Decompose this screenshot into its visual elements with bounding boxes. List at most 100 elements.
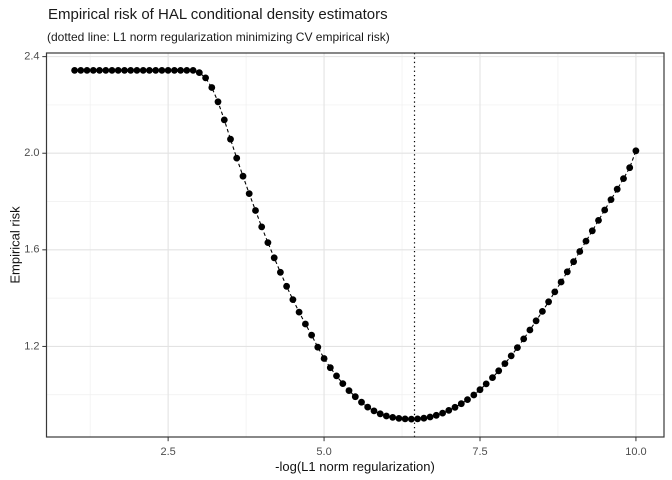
data-point [96,67,103,74]
data-point [152,67,160,74]
data-point [302,320,309,328]
data-point [164,67,172,74]
data-point [545,298,552,306]
data-point [146,67,153,74]
data-point [414,415,421,423]
data-point [208,84,216,91]
data-point [127,67,135,74]
y-tick-label: 2.0 [24,147,39,159]
data-point [576,248,584,255]
data-point [345,387,353,394]
data-point [401,415,409,423]
data-point [264,239,272,247]
data-point [83,67,91,74]
data-point [395,415,403,422]
data-point [89,67,97,74]
panel-background [46,53,664,437]
data-point [601,206,609,214]
data-point [258,223,266,231]
data-point [358,398,365,406]
data-point [239,172,247,180]
data-point [507,352,515,360]
data-point [121,67,128,74]
data-point [464,396,471,403]
data-point [320,355,328,362]
x-tick-label: 7.5 [472,446,487,458]
data-point [501,360,509,367]
data-point [632,147,640,155]
data-point [539,308,546,315]
data-point [383,412,390,420]
data-point [283,282,290,290]
data-point [233,154,241,162]
data-point [470,391,478,399]
data-point [489,374,496,381]
x-tick-label: 10.0 [625,446,646,458]
y-tick-label: 1.2 [24,340,39,352]
data-points [71,67,640,423]
data-point [220,116,228,124]
data-point [457,400,465,408]
chart-subtitle: (dotted line: L1 norm regularization min… [47,30,390,44]
data-point [314,343,322,351]
data-point [408,415,415,423]
data-point [308,331,315,339]
data-point [520,335,528,343]
data-point [177,67,185,74]
data-point [364,403,372,411]
data-point [214,98,222,106]
data-point [451,403,459,411]
data-point [227,135,234,143]
y-tick-label: 2.4 [24,51,39,63]
data-point [133,67,141,74]
y-tick-label: 1.6 [24,244,39,256]
data-point [171,67,178,74]
data-point [620,175,627,183]
x-tick-label: 5.0 [316,446,331,458]
data-point [570,258,577,266]
data-point [445,407,453,414]
data-point [326,364,334,372]
data-point [270,254,278,262]
data-point [626,164,634,172]
data-point [102,67,110,74]
data-point [607,196,615,204]
data-point [139,67,147,74]
data-point [252,207,259,214]
data-point [557,278,565,286]
data-point [183,67,191,74]
data-point [613,185,621,193]
chart-title: Empirical risk of HAL conditional densit… [48,6,388,23]
data-point [582,237,590,245]
data-point [476,386,484,394]
data-point [370,407,378,415]
data-point [351,393,359,401]
data-point [195,69,203,76]
data-point [339,380,347,387]
data-point [189,67,197,74]
data-point [439,409,446,417]
data-point [77,67,85,74]
data-point [482,380,490,388]
data-point [245,190,253,198]
panel-border [45,52,665,438]
data-point [595,217,602,224]
data-point [333,372,340,380]
data-point [588,227,596,235]
x-axis-title: -log(L1 norm regularization) [275,459,435,474]
data-point [551,288,559,296]
data-point [532,317,540,325]
grid-major [46,53,664,437]
data-point [526,326,534,334]
x-tick-label: 2.5 [160,446,175,458]
axis-tick-labels: 2.5 5.0 7.5 10.0 1.2 1.6 2.0 2.4 [24,51,646,458]
data-point [114,67,122,74]
data-point [514,344,521,351]
data-point [563,268,571,276]
data-point [426,413,434,421]
data-point [389,414,397,421]
data-point [108,67,116,74]
data-point [495,367,503,375]
